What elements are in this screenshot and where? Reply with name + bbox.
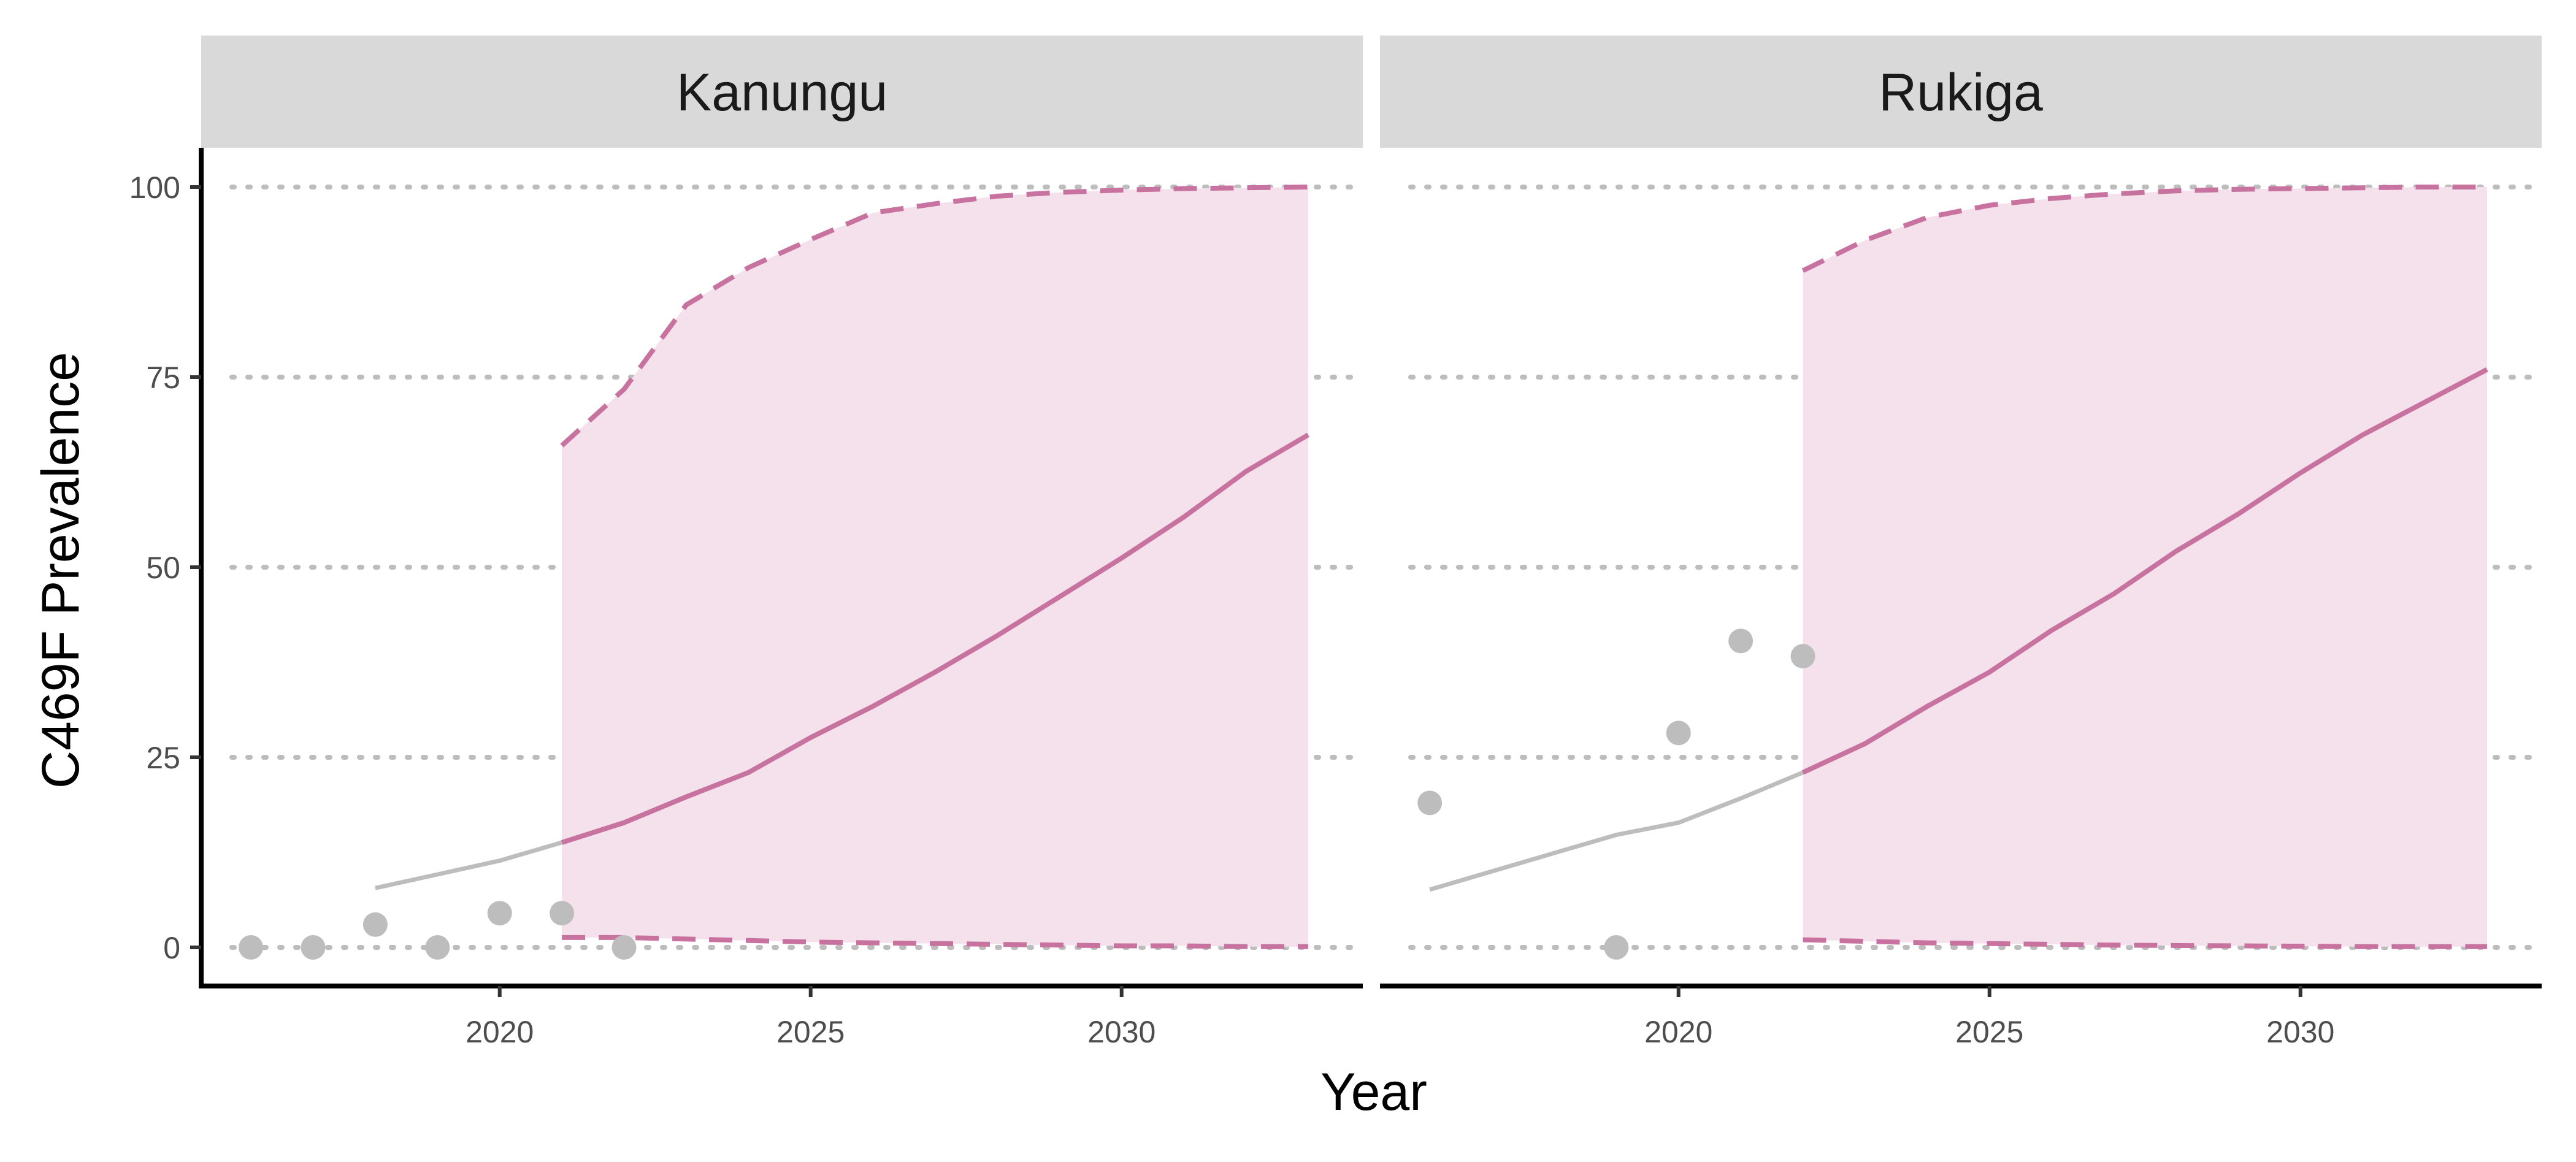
y-tick-label: 0 [163,931,180,965]
observed-point [611,935,637,960]
observed-point [425,935,450,960]
median-projection-line [561,432,1309,845]
panel-rukiga: Rukiga 2020 2025 2030 [1380,36,2542,1049]
observed-point [1417,790,1443,816]
upper-bound-line [1801,185,2487,273]
observed-point [1604,935,1629,960]
panel-title: Rukiga [1879,63,2043,122]
observed-point [239,935,264,960]
y-tick-label: 100 [129,170,180,205]
y-tick-label: 25 [146,741,180,775]
y-tick-label: 50 [146,551,180,585]
observed-point [1790,644,1815,669]
fitted-line [1429,770,1804,892]
lower-bound-line [562,935,1308,949]
lower-bound-line [1803,937,2487,949]
fitted-line [375,840,563,890]
uncertainty-band [1803,187,2487,947]
strip-background [1380,36,2542,148]
x-tick-label: 2025 [1955,1015,2023,1049]
observed-point [1666,721,1691,746]
panel-title: Kanungu [677,63,887,122]
observed-point [487,901,512,926]
panel-kanungu: Kanungu 0 25 50 75 100 2020 2025 2030 [129,36,1363,1049]
x-tick-label: 2030 [1087,1015,1156,1049]
observed-point [301,935,326,960]
observed-point [1728,629,1754,654]
y-tick-label: 75 [146,361,180,395]
strip-background [201,36,1363,148]
observed-point [362,912,388,937]
panels-layer: Kanungu 0 25 50 75 100 2020 2025 2030 Rukiga 2020 2… [129,36,2542,1049]
y-axis-title: C469F Prevalence [31,352,90,789]
x-tick-label: 2020 [1644,1015,1712,1049]
median-projection-line [1801,367,2488,775]
x-axis-title: Year [1321,1063,1427,1122]
x-tick-label: 2020 [466,1015,534,1049]
x-tick-label: 2025 [776,1015,845,1049]
x-tick-label: 2030 [2266,1015,2334,1049]
observed-point [550,901,575,926]
upper-bound-line [560,185,1308,448]
uncertainty-band [562,187,1308,947]
